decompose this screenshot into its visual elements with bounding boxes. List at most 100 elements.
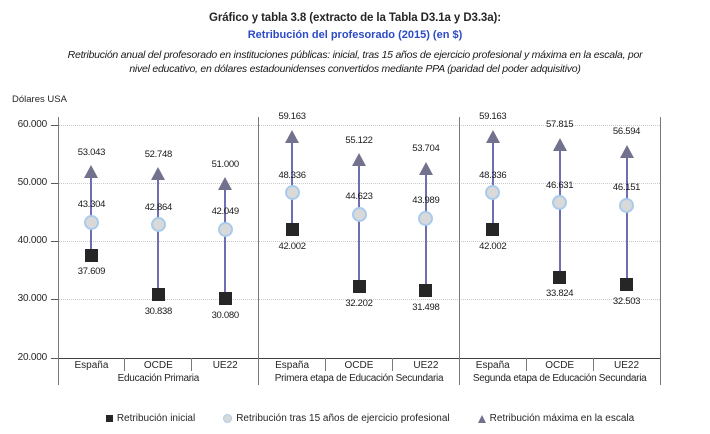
value-label-maxima: 53.043 (77, 146, 106, 158)
category-divider (191, 357, 193, 371)
legend-item-maxima: Retribución máxima en la escala (477, 413, 635, 424)
square-marker (285, 223, 299, 237)
value-label-tras15: 44.623 (345, 191, 373, 203)
arrow-marker (151, 167, 166, 181)
value-label-inicial: 42.002 (479, 240, 507, 252)
square-marker (84, 248, 98, 262)
square-marker (620, 278, 634, 292)
y-axis-tick (51, 125, 58, 126)
value-label-inicial: 31.498 (412, 301, 440, 313)
category-divider (325, 357, 327, 371)
arrow-marker (418, 161, 433, 175)
arrow-marker (619, 144, 634, 158)
x-axis-group-label: Segunda etapa de Educación Secundaria (472, 373, 647, 384)
value-label-inicial: 42.002 (278, 240, 306, 252)
legend: Retribución inicial Retribución tras 15 … (30, 413, 710, 424)
value-label-tras15: 48.336 (479, 169, 507, 181)
value-label-maxima: 55.122 (345, 134, 373, 146)
square-marker (553, 270, 567, 284)
x-axis-category-label: OCDE (545, 360, 575, 371)
value-label-maxima: 57.815 (546, 119, 574, 131)
group-separator (458, 117, 460, 385)
marker-stem (291, 140, 294, 230)
category-divider (525, 357, 527, 371)
group-separator (659, 117, 661, 385)
arrow-marker (485, 129, 500, 143)
value-label-inicial: 30.838 (144, 305, 173, 317)
value-label-tras15: 43.304 (77, 199, 106, 211)
marker-stem (424, 172, 427, 291)
triangle-marker-icon (477, 414, 486, 423)
arrow-marker (352, 153, 366, 167)
x-axis-category-label: España (74, 360, 109, 371)
value-label-maxima: 52.748 (144, 148, 173, 160)
circle-marker (619, 197, 635, 213)
y-axis-tick (51, 299, 58, 301)
legend-label-maxima: Retribución máxima en la escala (489, 413, 635, 424)
x-axis-category-label: UE22 (614, 360, 640, 371)
value-label-inicial: 33.824 (546, 288, 574, 300)
marker-stem (157, 178, 160, 295)
circle-marker (485, 185, 501, 201)
marker-stem (625, 155, 628, 285)
value-label-tras15: 48.336 (278, 169, 306, 181)
y-axis-tick (51, 241, 58, 243)
circle-marker (552, 195, 568, 211)
chart-title: Retribución del profesorado (2015) (en $… (247, 29, 463, 41)
marker-stem (491, 140, 494, 230)
value-label-tras15: 46.631 (546, 179, 574, 191)
x-axis-group-label: Educación Primaria (117, 373, 200, 384)
x-axis-group-label: Primera etapa de Educación Secundaria (274, 373, 444, 384)
chart-subtitle-line2: nivel educativo, en dólares estadouniden… (129, 63, 581, 75)
y-axis-tick (51, 183, 58, 185)
value-label-tras15: 42.049 (211, 206, 240, 218)
y-axis-unit-label: Dólares USA (12, 94, 67, 105)
square-marker-icon (105, 415, 113, 422)
y-axis-tick (51, 357, 58, 359)
value-label-tras15: 46.151 (612, 182, 641, 194)
square-marker (218, 292, 232, 306)
value-label-maxima: 59.163 (479, 111, 507, 123)
x-axis-category-label: UE22 (413, 360, 439, 371)
arrow-marker (218, 177, 233, 191)
legend-item-inicial: Retribución inicial (105, 413, 196, 424)
marker-stem (224, 188, 227, 299)
value-label-maxima: 51.000 (211, 158, 240, 170)
gridline (58, 298, 660, 300)
value-label-maxima: 56.594 (612, 126, 641, 138)
legend-label-tras15: Retribución tras 15 años de ejercicio pr… (236, 413, 450, 424)
y-axis-tick-label: 30.000 (17, 293, 48, 305)
marker-stem (358, 164, 360, 287)
legend-label-inicial: Retribución inicial (116, 413, 196, 424)
x-axis-category-label: UE22 (212, 360, 238, 371)
arrow-marker (84, 165, 99, 179)
square-marker (419, 284, 433, 298)
x-axis-category-label: OCDE (143, 360, 173, 371)
value-label-maxima: 59.163 (278, 111, 306, 123)
value-label-tras15: 42.864 (144, 201, 173, 213)
circle-marker (418, 210, 434, 226)
marker-stem (558, 148, 561, 278)
value-label-tras15: 43.989 (412, 195, 440, 207)
circle-marker (150, 217, 166, 233)
value-label-inicial: 30.080 (211, 309, 240, 321)
y-axis-tick-label: 50.000 (17, 177, 48, 189)
legend-item-tras15: Retribución tras 15 años de ejercicio pr… (223, 413, 450, 424)
page-title: Gráfico y tabla 3.8 (extracto de la Tabl… (209, 12, 501, 24)
value-label-inicial: 32.202 (345, 297, 373, 309)
circle-marker (351, 206, 367, 222)
value-label-inicial: 37.609 (77, 266, 106, 278)
circle-marker (284, 185, 300, 201)
circle-marker (83, 214, 99, 230)
square-marker (151, 288, 165, 301)
circle-marker-icon (223, 414, 233, 423)
square-marker (352, 280, 366, 294)
square-marker (486, 223, 500, 237)
value-label-maxima: 53.704 (412, 143, 440, 155)
y-axis-tick-label: 40.000 (17, 235, 48, 247)
arrow-marker (552, 137, 567, 151)
arrow-marker (285, 129, 300, 143)
x-axis-category-label: OCDE (344, 360, 374, 371)
category-divider (124, 357, 126, 371)
